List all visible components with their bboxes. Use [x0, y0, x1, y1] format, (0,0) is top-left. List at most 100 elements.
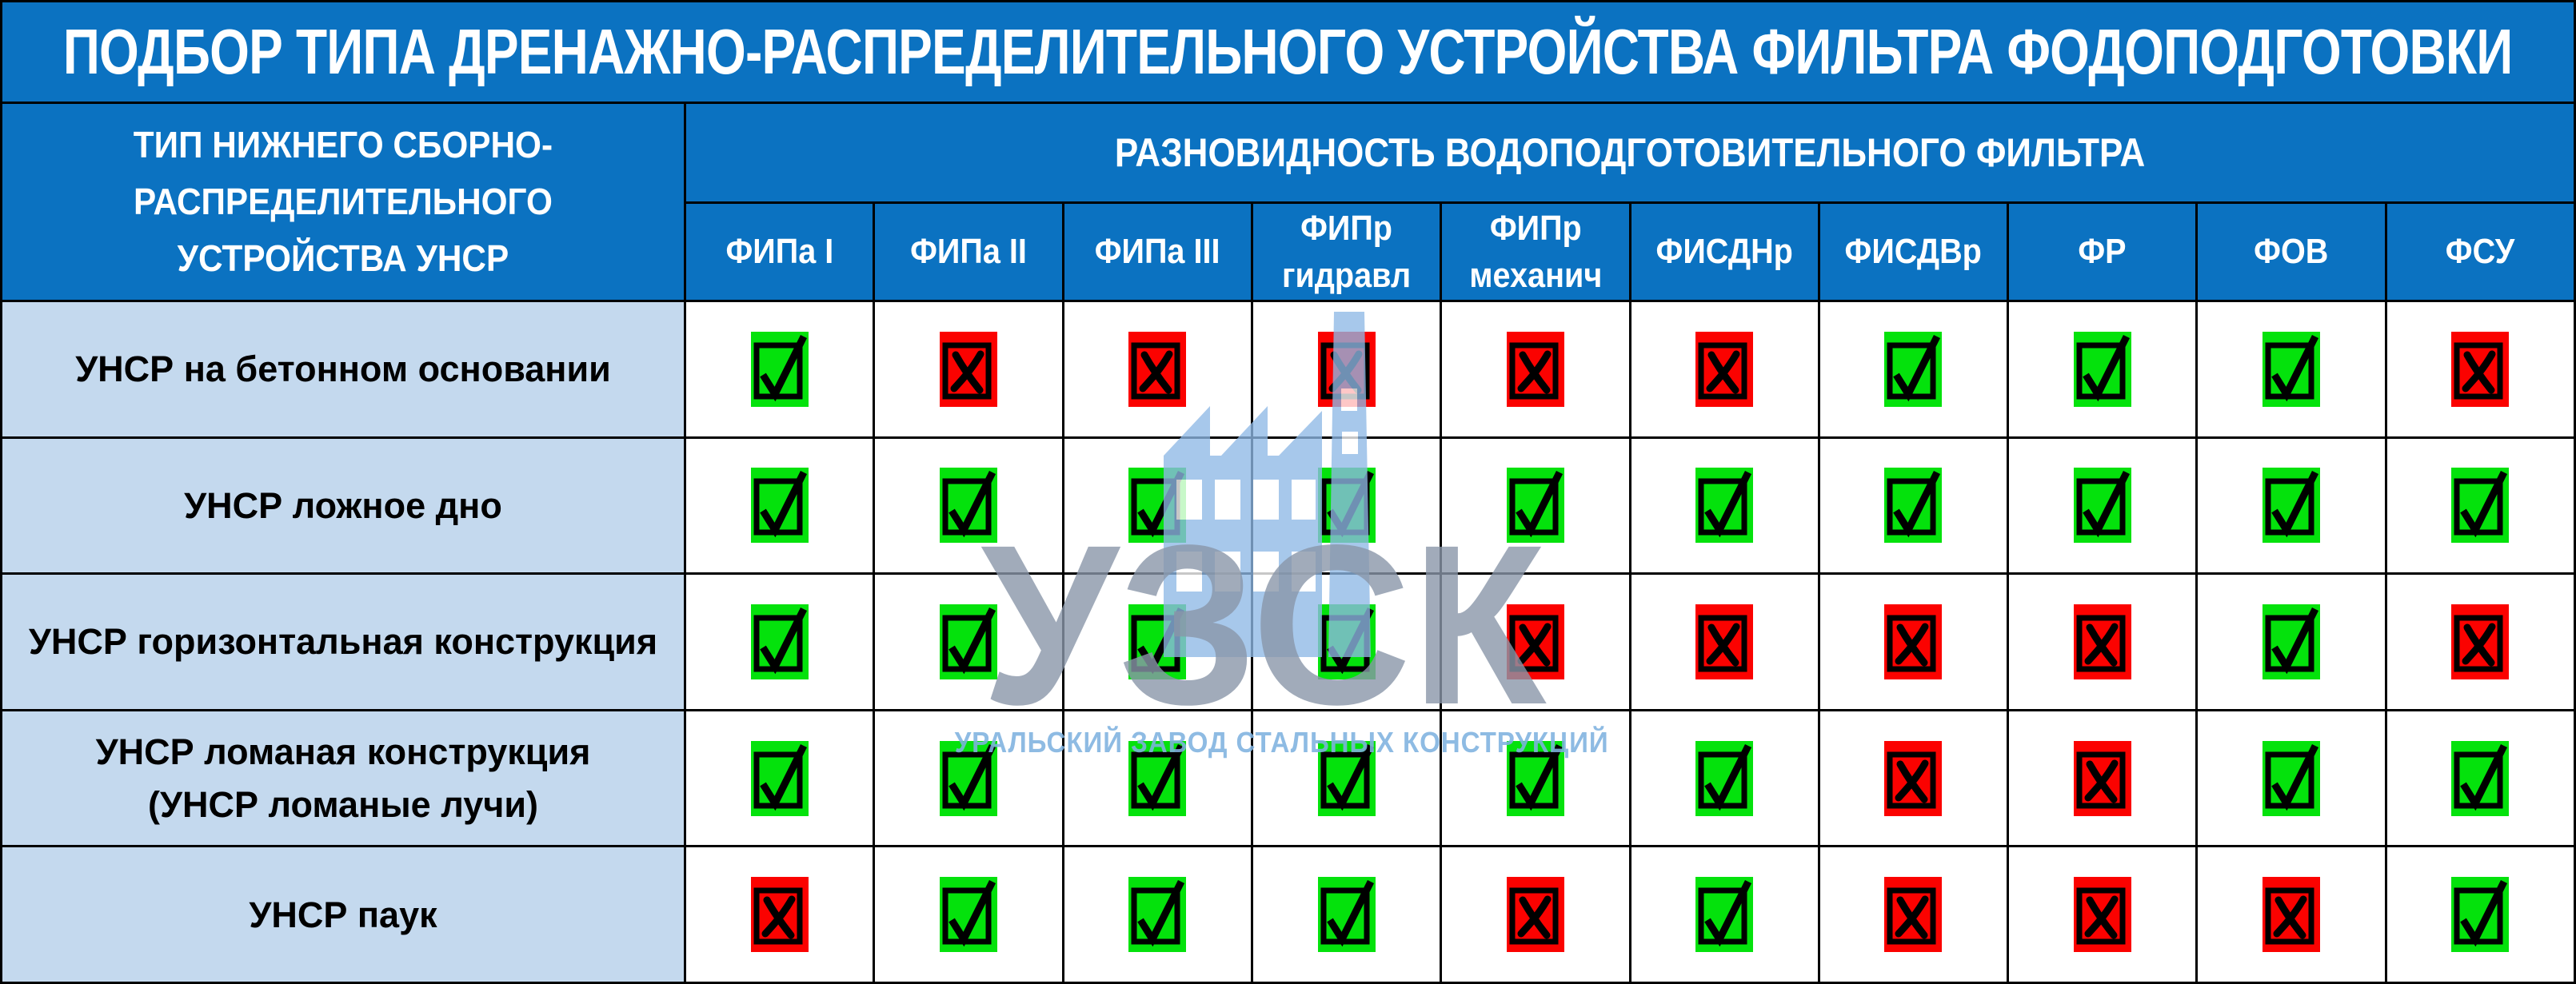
mark-cell [1252, 711, 1440, 846]
row-label: УНСР ломаная конструкция (УНСР ломаные л… [2, 711, 684, 846]
mark-cell [686, 847, 873, 982]
row-label-text: УНСР на бетонном основании [75, 349, 611, 390]
row-label-text: УНСР ложное дно [184, 484, 502, 526]
cross-icon [939, 331, 997, 407]
mark-cell [2009, 302, 2196, 436]
mark-cell [1064, 847, 1251, 982]
cross-icon [750, 877, 809, 953]
cross-icon [2262, 877, 2321, 953]
column-header-label: ФИПа II [910, 232, 1027, 272]
check-icon [939, 877, 997, 953]
check-icon [1317, 468, 1376, 544]
row-label: УНСР ложное дно [2, 438, 684, 573]
mark-cell [875, 847, 1062, 982]
mark-cell [1252, 438, 1440, 573]
column-header-label: ФИПр гидравл [1281, 208, 1412, 295]
mark-cell [1064, 438, 1251, 573]
cross-icon [1695, 604, 1754, 679]
check-icon [1506, 468, 1564, 544]
cross-icon [1884, 877, 1943, 953]
mark-cell [2198, 438, 2385, 573]
mark-cell [2009, 438, 2196, 573]
mark-cell [1819, 438, 2007, 573]
column-group-header: РАЗНОВИДНОСТЬ ВОДОПОДГОТОВИТЕЛЬНОГО ФИЛЬ… [1114, 130, 2146, 175]
column-header-label: ФИПа III [1094, 232, 1220, 272]
column-header: ФИПа II [875, 204, 1062, 300]
mark-cell [1631, 302, 1818, 436]
column-header-label: ФИПа I [725, 232, 834, 272]
column-header-label: ФСУ [2446, 232, 2515, 272]
cross-icon [1506, 331, 1564, 407]
check-icon [939, 604, 997, 679]
row-label-text: УНСР паук [249, 894, 437, 935]
check-icon [750, 468, 809, 544]
check-icon [2262, 331, 2321, 407]
check-icon [2451, 740, 2510, 816]
mark-cell [686, 711, 873, 846]
cross-icon [1317, 331, 1376, 407]
check-icon [750, 604, 809, 679]
column-header: ФИСДНр [1631, 204, 1818, 300]
check-icon [2451, 877, 2510, 953]
mark-cell [1819, 302, 2007, 436]
mark-cell [1442, 438, 1629, 573]
mark-cell [2386, 575, 2574, 709]
column-header: ФСУ [2386, 204, 2574, 300]
column-header-label: ФОВ [2254, 232, 2329, 272]
mark-cell [2198, 575, 2385, 709]
mark-cell [1442, 575, 1629, 709]
check-icon [1695, 468, 1754, 544]
mark-cell [2009, 575, 2196, 709]
column-header-label: ФИСДВр [1844, 232, 1983, 272]
column-header-label: ФР [2078, 232, 2127, 272]
row-label: УНСР паук [2, 847, 684, 982]
page-title: ПОДБОР ТИПА ДРЕНАЖНО-РАСПРЕДЕЛИТЕЛЬНОГО … [63, 16, 2513, 87]
cross-icon [1884, 740, 1943, 816]
column-header: ФИПа I [686, 204, 873, 300]
check-icon [2262, 740, 2321, 816]
mark-cell [1252, 575, 1440, 709]
check-icon [2073, 331, 2131, 407]
mark-cell [2386, 302, 2574, 436]
mark-cell [1631, 847, 1818, 982]
mark-cell [686, 438, 873, 573]
cross-icon [1506, 877, 1564, 953]
column-header: ФИПр механич [1442, 204, 1629, 300]
mark-cell [875, 711, 1062, 846]
cross-icon [2451, 331, 2510, 407]
check-icon [1128, 877, 1187, 953]
column-header: ФР [2009, 204, 2196, 300]
cross-icon [2073, 877, 2131, 953]
mark-cell [1819, 847, 2007, 982]
check-icon [2262, 604, 2321, 679]
mark-cell [1631, 438, 1818, 573]
mark-cell [875, 575, 1062, 709]
cross-icon [2073, 604, 2131, 679]
check-icon [1128, 604, 1187, 679]
check-icon [1884, 468, 1943, 544]
row-label: УНСР горизонтальная конструкция [2, 575, 684, 709]
column-header-label: ФИСДНр [1655, 232, 1793, 272]
check-icon [1317, 604, 1376, 679]
row-label-text: УНСР горизонтальная конструкция [28, 621, 658, 663]
check-icon [2073, 468, 2131, 544]
check-icon [1506, 740, 1564, 816]
mark-cell [2198, 302, 2385, 436]
mark-cell [2198, 711, 2385, 846]
column-header: ФИПа III [1064, 204, 1251, 300]
column-header-label: ФИПр механич [1468, 208, 1602, 295]
title-bar: ПОДБОР ТИПА ДРЕНАЖНО-РАСПРЕДЕЛИТЕЛЬНОГО … [2, 2, 2574, 102]
mark-cell [1442, 302, 1629, 436]
mark-cell [1819, 575, 2007, 709]
row-header-cell: ТИП НИЖНЕГО СБОРНО- РАСПРЕДЕЛИТЕЛЬНОГО У… [2, 104, 684, 300]
mark-cell [1442, 711, 1629, 846]
check-icon [1884, 331, 1943, 407]
cross-icon [1884, 604, 1943, 679]
mark-cell [1064, 711, 1251, 846]
mark-cell [1064, 575, 1251, 709]
row-label-text: УНСР ломаная конструкция (УНСР ломаные л… [95, 731, 591, 825]
mark-cell [2386, 711, 2574, 846]
mark-cell [1631, 711, 1818, 846]
mark-cell [686, 575, 873, 709]
